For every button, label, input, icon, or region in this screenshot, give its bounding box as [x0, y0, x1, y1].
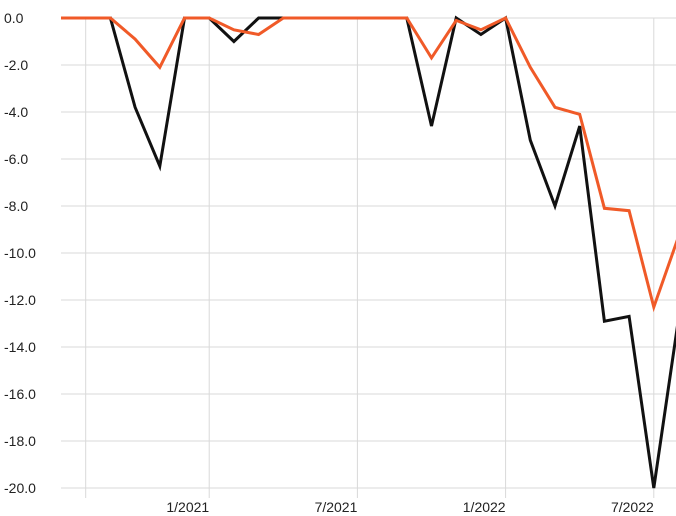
- y-tick-label: 0.0: [4, 10, 24, 26]
- y-tick-label: -20.0: [4, 480, 36, 496]
- y-tick-label: -4.0: [4, 104, 28, 120]
- x-tick-label: 1/2021: [166, 499, 209, 515]
- grid: [61, 17, 676, 498]
- y-tick-label: -10.0: [4, 245, 36, 261]
- y-tick-label: -8.0: [4, 198, 28, 214]
- y-axis-tick-labels: 0.0 -2.0 -4.0 -6.0 -8.0 -10.0 -12.0 -14.0 -16.0 -…: [4, 10, 36, 496]
- x-tick-label: 7/2021: [315, 499, 358, 515]
- y-tick-label: -12.0: [4, 292, 36, 308]
- series-line-2: [61, 16, 676, 313]
- y-tick-label: -6.0: [4, 151, 28, 167]
- x-tick-label: 7/2022: [611, 499, 654, 515]
- y-tick-label: -18.0: [4, 433, 36, 449]
- y-tick-label: -14.0: [4, 339, 36, 355]
- x-tick-label: 1/2022: [463, 499, 506, 515]
- x-axis-tick-labels: 1/2021 7/2021 1/2022 7/2022: [166, 499, 654, 515]
- series-layer: [61, 15, 676, 489]
- y-tick-label: -16.0: [4, 386, 36, 402]
- y-tick-label: -2.0: [4, 57, 28, 73]
